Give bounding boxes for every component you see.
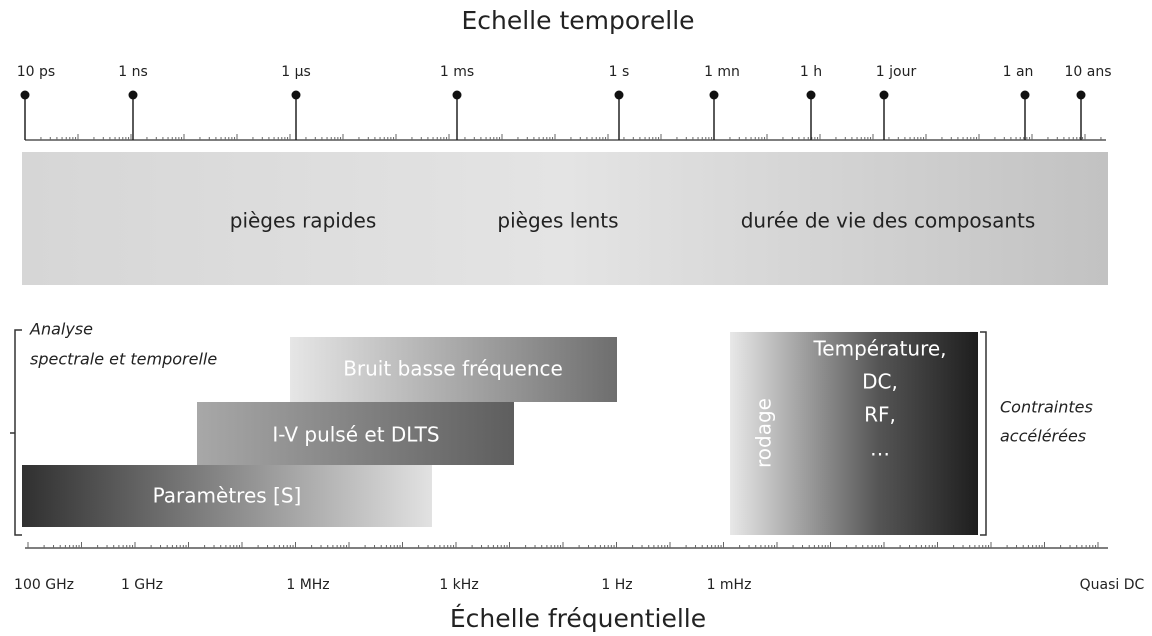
time-dot <box>128 90 138 100</box>
time-label: 1 s <box>609 64 630 80</box>
time-label: 1 jour <box>876 64 917 80</box>
stress-line: DC, <box>862 370 898 394</box>
bar-label: I-V pulsé et DLTS <box>272 423 439 447</box>
time-label: 1 ns <box>118 64 148 80</box>
frequency-label: 1 mHz <box>707 577 752 593</box>
stress-line: RF, <box>864 403 896 427</box>
frequency-ticks <box>27 542 1099 548</box>
analysis-label: Analyse <box>29 320 93 339</box>
stress-caption: Contraintes <box>1000 398 1093 417</box>
frequency-label: 100 GHz <box>14 577 74 593</box>
stress-line: … <box>870 437 890 461</box>
stress-side-label: rodage <box>752 398 776 468</box>
stress-block <box>730 332 978 535</box>
phenomena-band <box>22 152 1108 285</box>
time-dot <box>1076 90 1086 100</box>
frequency-title: Échelle fréquentielle <box>450 604 706 633</box>
time-label: 1 h <box>800 64 822 80</box>
band-label: pièges rapides <box>230 209 376 233</box>
time-markers: 10 ps 1 ns 1 µs 1 ms 1 s 1 mn 1 h 1 jour 1 an 10 … <box>17 64 1112 140</box>
time-label: 1 ms <box>440 64 474 80</box>
bar <box>22 465 432 527</box>
time-dot <box>1020 90 1030 100</box>
time-label: 10 ps <box>17 64 55 80</box>
time-dot <box>614 90 624 100</box>
frequency-label: 1 MHz <box>286 577 329 593</box>
time-title: Echelle temporelle <box>461 6 694 35</box>
time-label: 10 ans <box>1064 64 1111 80</box>
frequency-label: 1 Hz <box>601 577 632 593</box>
time-dot <box>452 90 462 100</box>
band-label: durée de vie des composants <box>741 209 1036 233</box>
time-dot <box>879 90 889 100</box>
time-dot <box>291 90 301 100</box>
analysis-label: spectrale et temporelle <box>30 350 217 369</box>
left-bracket <box>10 329 22 536</box>
bar-label: Bruit basse fréquence <box>343 357 563 381</box>
bar-label: Paramètres [S] <box>153 484 302 508</box>
stress-line: Température, <box>812 337 946 361</box>
right-bracket <box>980 331 987 536</box>
time-label: 1 µs <box>281 64 311 80</box>
stress-caption: accélérées <box>1000 427 1086 446</box>
time-dot <box>20 90 30 100</box>
time-label: 1 mn <box>704 64 740 80</box>
frequency-label: Quasi DC <box>1080 577 1145 593</box>
time-dot <box>709 90 719 100</box>
time-label: 1 an <box>1003 64 1034 80</box>
band-label: pièges lents <box>497 209 618 233</box>
frequency-labels: 100 GHz 1 GHz 1 MHz 1 kHz 1 Hz 1 mHz Quasi DC <box>14 577 1145 593</box>
frequency-label: 1 kHz <box>439 577 478 593</box>
bar <box>197 402 514 465</box>
bar <box>290 337 617 402</box>
time-dot <box>806 90 816 100</box>
time-ticks <box>24 134 1102 140</box>
frequency-label: 1 GHz <box>121 577 163 593</box>
